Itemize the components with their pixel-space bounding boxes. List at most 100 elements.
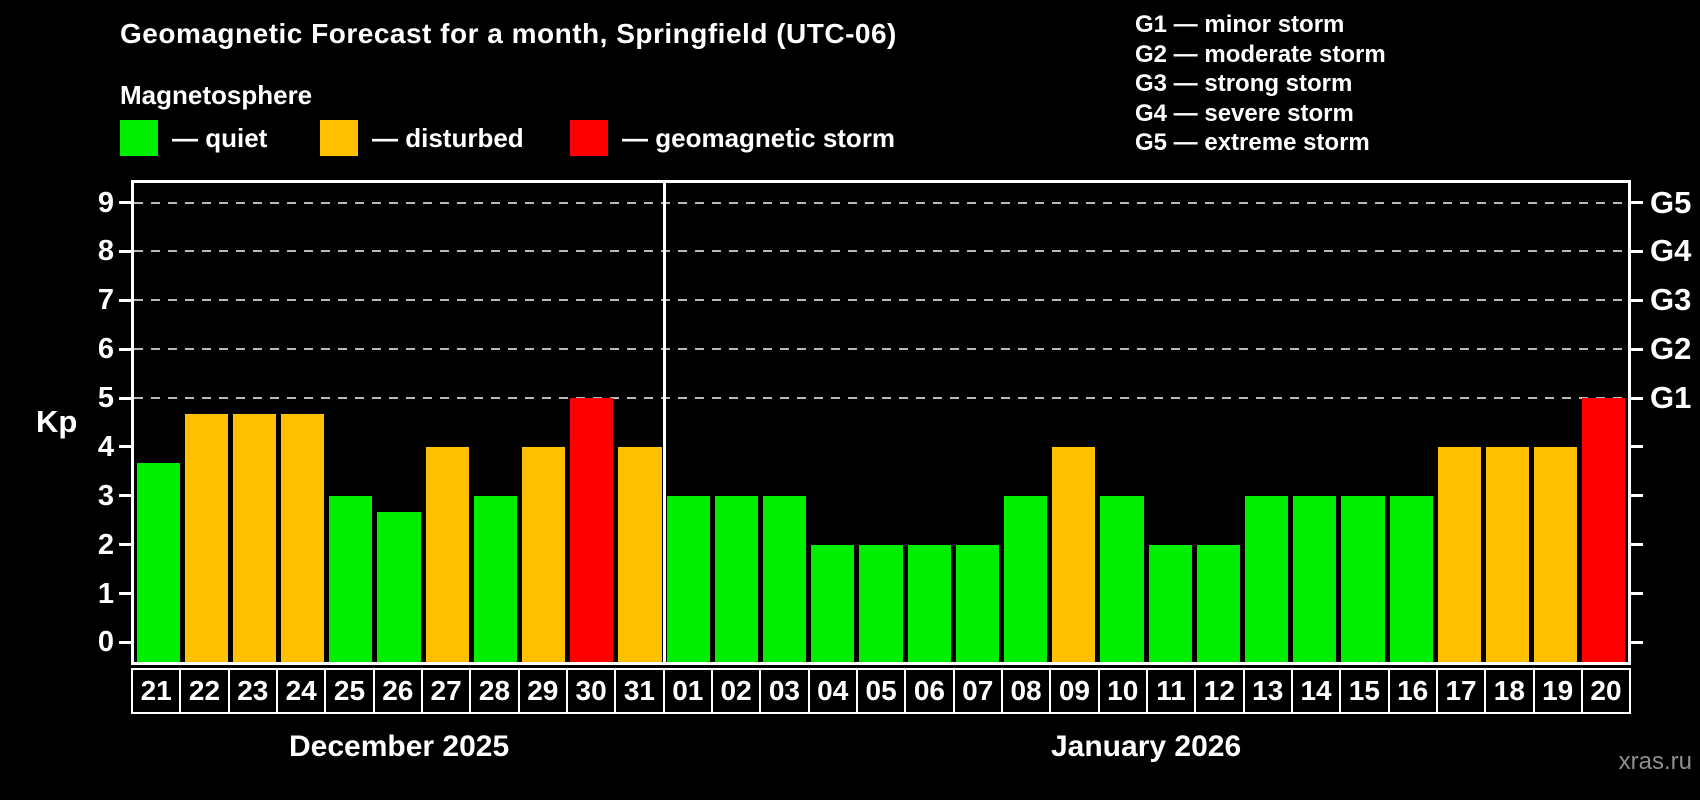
legend-label-disturbed: — disturbed	[372, 122, 524, 153]
right-tick-5	[1630, 396, 1643, 400]
y-axis-label-9: 9	[97, 186, 114, 219]
date-cell-28: 28	[469, 668, 520, 714]
gridline-kp5	[134, 397, 1628, 400]
left-tick-4	[119, 445, 132, 449]
month-divider	[662, 183, 666, 662]
date-cell-29: 29	[517, 668, 568, 714]
right-tick-9	[1630, 201, 1643, 205]
g-scale-label-g4: G4	[1650, 233, 1692, 269]
month-label-1: January 2026	[1050, 730, 1242, 763]
gridline-kp9	[134, 201, 1628, 204]
kp-bar-16	[1389, 495, 1433, 662]
left-tick-5	[119, 396, 132, 400]
legend-item-quiet: — quiet	[120, 120, 267, 156]
g-scale-label-g2: G2	[1650, 331, 1692, 367]
kp-bar-25	[329, 495, 373, 662]
kp-bar-06	[907, 544, 951, 662]
date-cell-21: 21	[131, 668, 182, 714]
kp-bar-26	[377, 511, 421, 662]
kp-bar-27	[425, 446, 469, 662]
date-cell-22: 22	[179, 668, 230, 714]
date-cell-04: 04	[807, 668, 858, 714]
kp-bar-31	[618, 446, 662, 662]
storm-scale-legend: G1 — minor storm G2 — moderate storm G3 …	[1135, 10, 1386, 158]
storm-color-swatch	[570, 120, 608, 156]
kp-bar-17	[1437, 446, 1481, 662]
kp-bar-29	[522, 446, 566, 662]
date-cell-07: 07	[952, 668, 1003, 714]
date-cell-09: 09	[1049, 668, 1100, 714]
kp-bar-04	[811, 544, 855, 662]
kp-bar-23	[232, 414, 277, 662]
date-cell-31: 31	[614, 668, 665, 714]
gridline-kp6	[134, 348, 1628, 351]
kp-bar-chart	[131, 180, 1631, 665]
kp-bar-11	[1148, 544, 1192, 662]
kp-bar-10	[1100, 495, 1144, 662]
disturbed-color-swatch	[320, 120, 358, 156]
storm-scale-g5: G5 — extreme storm	[1135, 129, 1370, 156]
kp-bar-18	[1485, 446, 1530, 662]
kp-bar-08	[1003, 495, 1048, 662]
storm-scale-g2: G2 — moderate storm	[1135, 40, 1386, 68]
kp-bar-20	[1582, 398, 1626, 662]
left-tick-9	[119, 201, 132, 205]
y-axis-label-8: 8	[97, 235, 114, 268]
date-cell-15: 15	[1339, 668, 1390, 714]
date-cell-11: 11	[1145, 668, 1197, 714]
right-tick-1	[1630, 592, 1643, 596]
date-cell-17: 17	[1435, 668, 1487, 714]
watermark: xras.ru	[1618, 748, 1692, 775]
y-axis-label-4: 4	[97, 430, 114, 463]
storm-scale-g3: G3 — strong storm	[1135, 70, 1353, 97]
kp-bar-21	[136, 463, 180, 662]
date-cell-25: 25	[324, 668, 375, 714]
page-title: Geomagnetic Forecast for a month, Spring…	[120, 18, 897, 49]
kp-bar-13	[1244, 495, 1289, 662]
date-axis: 21 22 23 24 25 26 27 28 29 30 31 01 02 03 04 05 06 07 08 09…	[131, 668, 1632, 714]
kp-bar-05	[859, 544, 903, 662]
legend-item-disturbed: — disturbed	[320, 120, 524, 156]
date-cell-12: 12	[1194, 668, 1245, 714]
kp-bar-15	[1341, 495, 1385, 662]
date-cell-10: 10	[1097, 668, 1148, 714]
right-tick-0	[1630, 640, 1643, 644]
date-cell-06: 06	[904, 668, 955, 714]
month-label-0: December 2025	[288, 730, 510, 763]
kp-bar-01	[666, 495, 710, 662]
left-tick-0	[119, 640, 132, 644]
y-axis-label-6: 6	[97, 333, 114, 366]
date-cell-03: 03	[759, 668, 810, 714]
kp-bar-07	[955, 544, 999, 662]
right-tick-6	[1630, 347, 1643, 351]
legend-label-storm: — geomagnetic storm	[622, 122, 896, 153]
y-axis-label-0: 0	[97, 626, 114, 659]
date-cell-16: 16	[1387, 668, 1438, 714]
right-tick-8	[1630, 249, 1643, 253]
gridline-kp8	[134, 250, 1628, 253]
date-cell-26: 26	[372, 668, 423, 714]
right-tick-4	[1630, 445, 1643, 449]
g-scale-label-g1: G1	[1650, 380, 1692, 416]
kp-bar-24	[281, 414, 325, 662]
date-cell-23: 23	[227, 668, 278, 714]
gridline-kp7	[134, 299, 1628, 302]
date-cell-13: 13	[1242, 668, 1293, 714]
kp-bar-03	[763, 495, 807, 662]
kp-bar-22	[184, 414, 228, 662]
y-axis-label-1: 1	[97, 577, 114, 610]
g-scale-label-g3: G3	[1650, 282, 1692, 318]
date-cell-18: 18	[1484, 668, 1535, 714]
left-tick-3	[119, 494, 132, 498]
date-cell-02: 02	[710, 668, 762, 714]
date-cell-20: 20	[1580, 668, 1632, 714]
kp-bar-09	[1052, 446, 1096, 662]
left-tick-6	[119, 347, 132, 351]
date-cell-14: 14	[1290, 668, 1342, 714]
storm-scale-g4: G4 — severe storm	[1135, 99, 1354, 127]
right-tick-2	[1630, 543, 1643, 547]
date-cell-19: 19	[1532, 668, 1583, 714]
storm-scale-g1: G1 — minor storm	[1135, 11, 1345, 38]
y-axis-label-5: 5	[97, 382, 114, 415]
magnetosphere-label: Magnetosphere	[120, 80, 313, 110]
